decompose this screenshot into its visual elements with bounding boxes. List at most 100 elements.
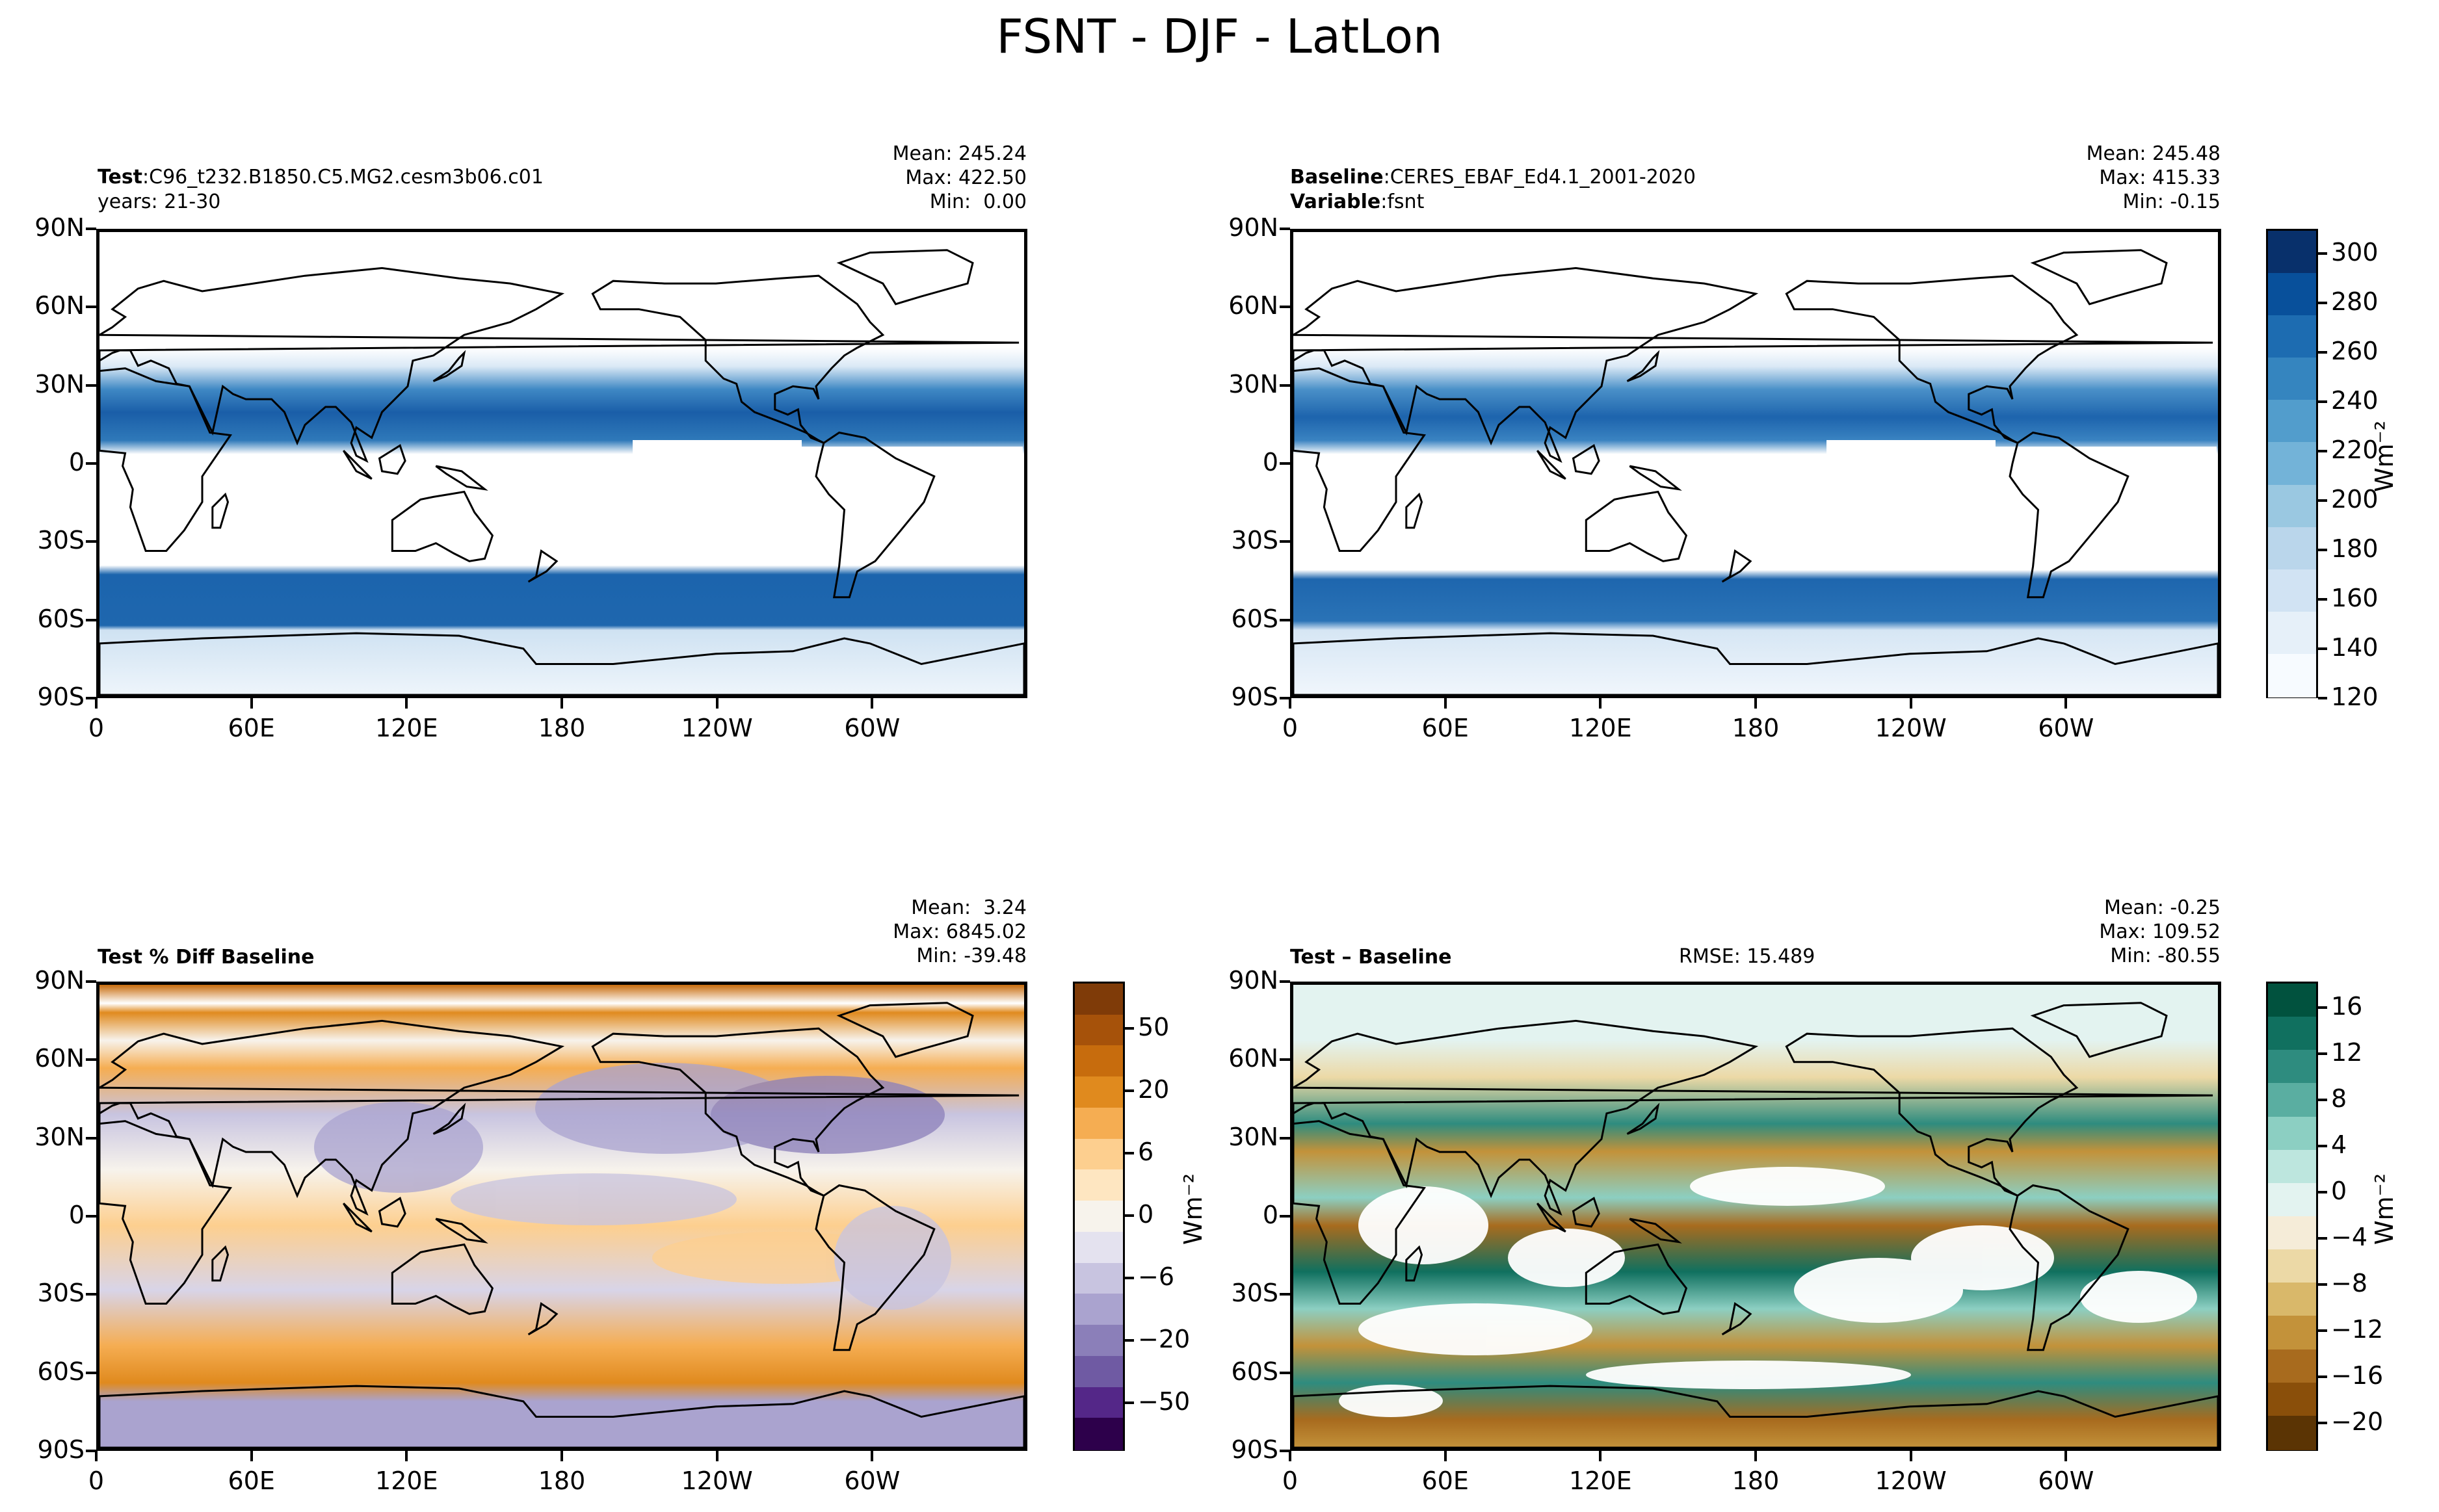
coastline bbox=[1293, 1019, 2213, 1216]
pctdiff-lat-tick: 0 bbox=[68, 1201, 85, 1229]
test-lon-tick: 120E bbox=[375, 714, 438, 742]
pctdiff-header: Test % Diff Baseline bbox=[98, 945, 315, 970]
pct-colorbar-swatch bbox=[1075, 1014, 1123, 1047]
pctdiff-lat-tick-mark bbox=[86, 1293, 96, 1296]
fields-colorbar-tick-mark bbox=[2318, 598, 2327, 601]
pctdiff-lon-tick-mark bbox=[405, 1451, 408, 1461]
test-lon-tick-mark bbox=[871, 698, 874, 709]
coastline bbox=[2030, 1002, 2168, 1058]
pct-colorbar-tick-mark bbox=[1125, 1339, 1134, 1342]
diff-colorbar-swatch bbox=[2268, 1182, 2316, 1218]
diff-label: Test – Baseline bbox=[1290, 946, 1452, 969]
baseline-lon-tick: 120E bbox=[1569, 714, 1632, 742]
coastlines bbox=[99, 249, 1024, 695]
diff-lon-tick: 120W bbox=[1875, 1466, 1947, 1495]
baseline-lat-tick-mark bbox=[1280, 384, 1290, 387]
diff-colorbar-tick: −8 bbox=[2331, 1269, 2368, 1297]
test-lon-tick-mark bbox=[405, 698, 408, 709]
diff-colorbar-tick-mark bbox=[2318, 1283, 2327, 1286]
fields-colorbar-swatch bbox=[2268, 611, 2316, 656]
pct-colorbar-swatch bbox=[1075, 1107, 1123, 1140]
pctdiff-lat-tick: 30S bbox=[37, 1279, 85, 1308]
fields-colorbar-tick-mark bbox=[2318, 647, 2327, 650]
fields-colorbar-swatch bbox=[2268, 400, 2316, 444]
diff-lat-tick-mark bbox=[1280, 1215, 1290, 1218]
baseline-map bbox=[1290, 229, 2221, 698]
diff-lat-tick-mark bbox=[1280, 1293, 1290, 1296]
baseline-stats: Mean: 245.48 Max: 415.33 Min: -0.15 bbox=[2086, 142, 2221, 213]
coastline bbox=[1585, 1243, 1688, 1315]
pct-colorbar-tick-mark bbox=[1125, 1277, 1134, 1279]
coastline bbox=[378, 1197, 406, 1228]
diff-lat-tick-mark bbox=[1280, 1371, 1290, 1374]
pct-colorbar-tick: 50 bbox=[1138, 1013, 1170, 1041]
coastline bbox=[99, 1120, 233, 1305]
coastline bbox=[1536, 1203, 1566, 1233]
pct-colorbar-swatch bbox=[1075, 1169, 1123, 1203]
coastline bbox=[1572, 1197, 1600, 1228]
pctdiff-lat-tick-mark bbox=[86, 1136, 96, 1140]
pctdiff-lat-tick-mark bbox=[86, 1371, 96, 1374]
pctdiff-lon-tick-mark bbox=[250, 1451, 253, 1461]
diff-colorbar-tick-mark bbox=[2318, 1191, 2327, 1193]
pctdiff-lat-tick: 90N bbox=[34, 966, 85, 995]
test-lat-tick: 90N bbox=[34, 213, 85, 242]
diff-lon-tick-mark bbox=[2064, 1451, 2068, 1461]
diff-header: Test – Baseline bbox=[1290, 945, 1452, 970]
diff-lat-tick-mark bbox=[1280, 1058, 1290, 1062]
fields-colorbar-swatch bbox=[2268, 653, 2316, 698]
baseline-lat-tick-mark bbox=[1280, 618, 1290, 621]
coastline bbox=[1721, 549, 1752, 583]
diff-lon-tick: 60E bbox=[1421, 1466, 1469, 1495]
fields-colorbar bbox=[2266, 229, 2318, 698]
fields-colorbar-tick-mark bbox=[2318, 302, 2327, 304]
coastline bbox=[1626, 1102, 1660, 1135]
test-lon-tick: 180 bbox=[538, 714, 586, 742]
diff-colorbar-swatch bbox=[2268, 1083, 2316, 1118]
pct-colorbar-swatch bbox=[1075, 1201, 1123, 1233]
baseline-case-name: CERES_EBAF_Ed4.1_2001-2020 bbox=[1390, 166, 1696, 189]
pct-colorbar-swatch bbox=[1075, 1138, 1123, 1171]
fields-colorbar-tick-mark bbox=[2318, 450, 2327, 452]
baseline-lon-tick-mark bbox=[1599, 698, 1602, 709]
diff-lat-tick-mark bbox=[1280, 1136, 1290, 1140]
pct-colorbar bbox=[1073, 982, 1125, 1451]
diff-colorbar-swatch bbox=[2268, 1415, 2316, 1451]
baseline-lon-tick: 0 bbox=[1282, 714, 1299, 742]
diff-lat-tick: 30S bbox=[1231, 1279, 1278, 1308]
coastlines bbox=[99, 1002, 1024, 1448]
pct-colorbar-tick-mark bbox=[1125, 1152, 1134, 1154]
pctdiff-lat-tick-mark bbox=[86, 1450, 96, 1452]
test-lat-tick-mark bbox=[86, 384, 96, 387]
diff-lon-tick-mark bbox=[1909, 1451, 1912, 1461]
coastline bbox=[343, 450, 373, 480]
diff-colorbar-unit: Wm⁻² bbox=[2369, 1173, 2399, 1245]
diff-lat-tick: 60N bbox=[1228, 1044, 1278, 1073]
fields-colorbar-tick-mark bbox=[2318, 499, 2327, 502]
test-lat-tick: 60N bbox=[34, 291, 85, 320]
diff-colorbar-swatch bbox=[2268, 1149, 2316, 1184]
test-lat-tick-mark bbox=[86, 697, 96, 699]
pctdiff-lon-tick-mark bbox=[715, 1451, 719, 1461]
fields-colorbar-swatch bbox=[2268, 273, 2316, 317]
test-lon-tick-mark bbox=[560, 698, 563, 709]
diff-colorbar-tick: 0 bbox=[2331, 1177, 2347, 1205]
coastline bbox=[815, 431, 936, 599]
diff-colorbar-swatch bbox=[2268, 1216, 2316, 1251]
coastline bbox=[2030, 249, 2168, 306]
coastline bbox=[836, 1002, 974, 1058]
coastline bbox=[591, 1027, 885, 1197]
pct-colorbar-tick: 0 bbox=[1138, 1200, 1154, 1229]
diff-colorbar-tick-mark bbox=[2318, 1145, 2327, 1147]
diff-colorbar-swatch bbox=[2268, 1017, 2316, 1052]
diff-colorbar-tick: −20 bbox=[2331, 1407, 2384, 1436]
coastline bbox=[1536, 450, 1566, 480]
baseline-lon-tick-mark bbox=[1754, 698, 1757, 709]
coastline bbox=[1629, 1218, 1682, 1244]
pctdiff-stats: Mean: 3.24 Max: 6845.02 Min: -39.48 bbox=[893, 896, 1027, 967]
coastline bbox=[1293, 267, 2213, 463]
coastline bbox=[2009, 1184, 2129, 1351]
pct-colorbar-tick: 6 bbox=[1138, 1138, 1154, 1166]
diff-colorbar-swatch bbox=[2268, 1050, 2316, 1085]
baseline-lon-tick-mark bbox=[1909, 698, 1912, 709]
